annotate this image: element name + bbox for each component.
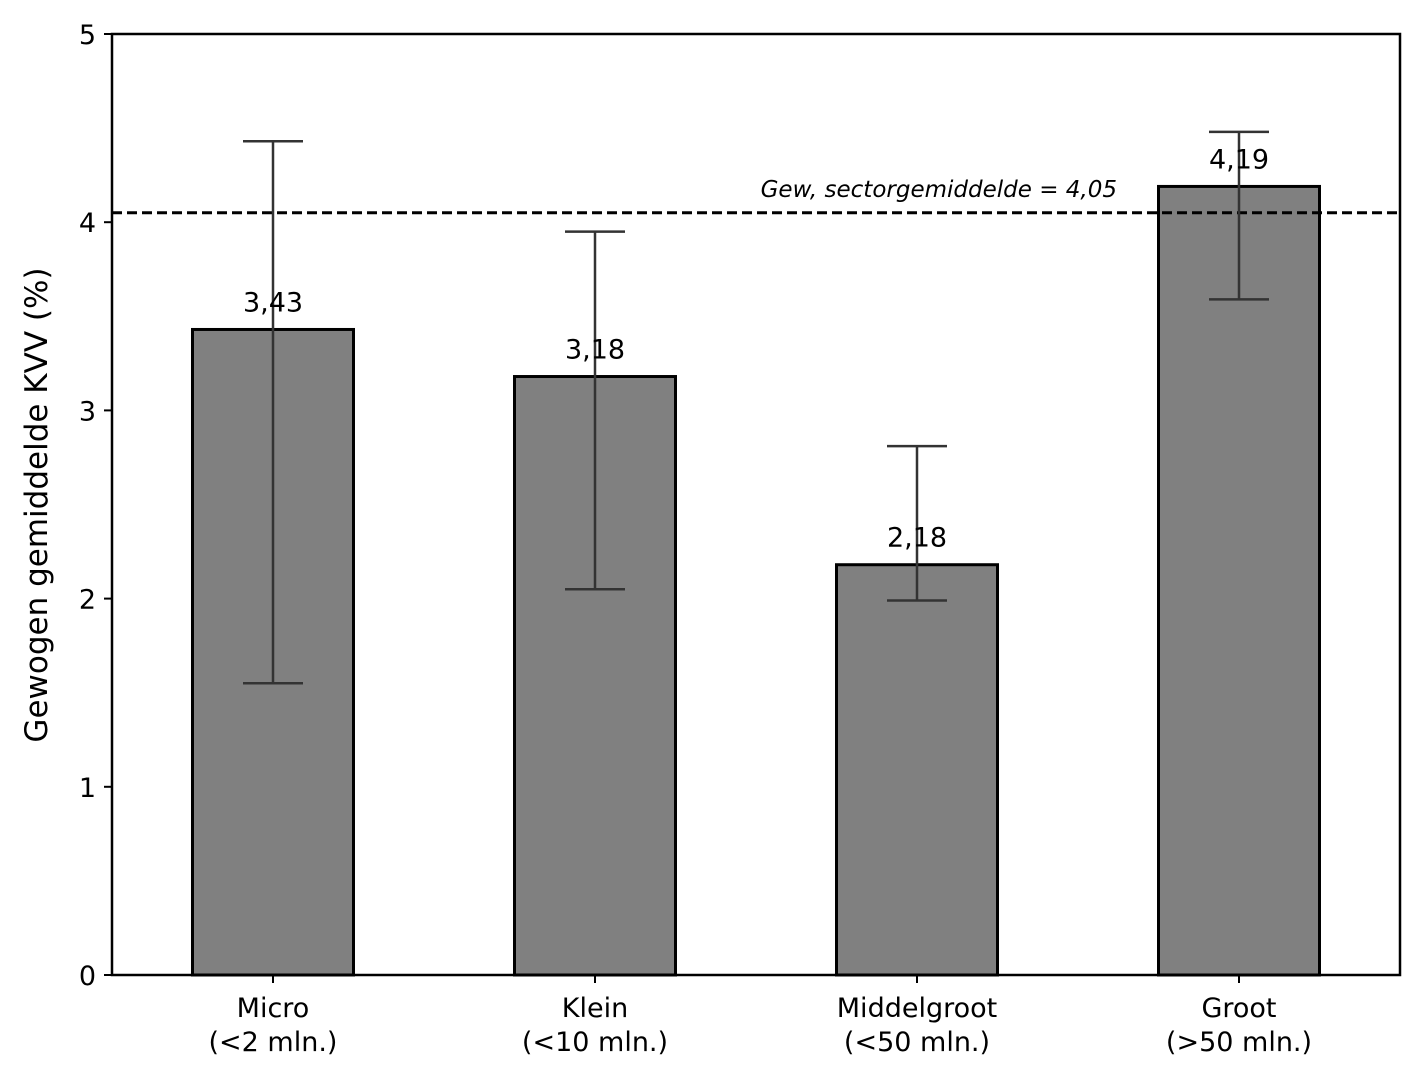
x-tick-label: (<10 mln.) — [522, 1027, 668, 1058]
value-label: 4,19 — [1209, 144, 1269, 175]
x-axis-ticks: Micro(<2 mln.) Klein(<10 mln.) Middelgroot… — [209, 975, 1312, 1058]
x-tick-label: (<50 mln.) — [844, 1027, 990, 1058]
x-tick-label: (<2 mln.) — [209, 1027, 338, 1058]
x-tick-label: Groot — [1201, 993, 1276, 1024]
value-labels-layer: 3,43 3,18 2,18 4,19 — [243, 144, 1269, 553]
x-tick-label: Micro — [237, 993, 310, 1024]
bar — [835, 563, 999, 977]
x-tick-label: Klein — [562, 993, 628, 1024]
y-tick-label: 2 — [79, 585, 96, 616]
sector-average-label: Gew, sectorgemiddelde = 4,05 — [761, 177, 1117, 203]
y-tick-label: 0 — [79, 961, 96, 992]
y-axis-label: Gewogen gemiddelde KVV (%) — [19, 267, 55, 742]
x-tick-label: (>50 mln.) — [1166, 1027, 1312, 1058]
value-label: 2,18 — [887, 523, 947, 554]
bars-layer — [191, 184, 1321, 977]
value-label: 3,43 — [243, 287, 303, 318]
y-tick-label: 4 — [79, 208, 96, 239]
x-tick-label: Middelgroot — [837, 993, 997, 1024]
plot-frame — [110, 32, 1402, 977]
y-tick-label: 5 — [79, 20, 96, 51]
y-tick-label: 1 — [79, 773, 96, 804]
error-bars-layer — [243, 130, 1269, 685]
y-tick-label: 3 — [79, 396, 96, 427]
value-label: 3,18 — [565, 335, 625, 366]
bar — [1157, 184, 1321, 977]
y-axis-ticks: 0 1 2 3 4 5 — [79, 20, 112, 992]
